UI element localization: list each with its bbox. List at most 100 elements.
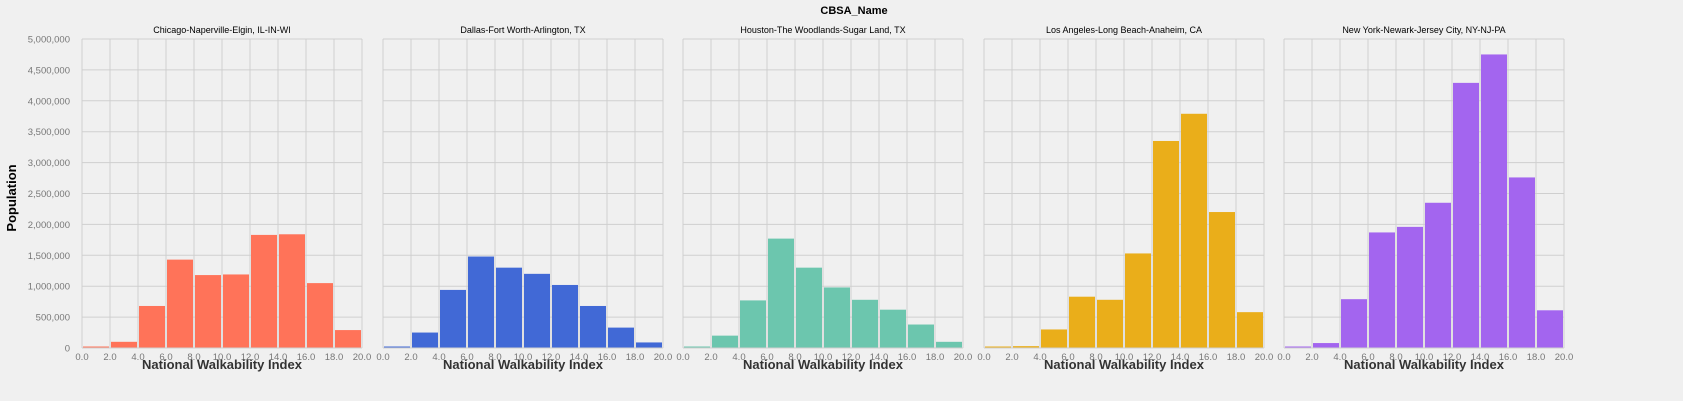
- histogram-bar: [908, 324, 934, 348]
- x-tick-label: 12.0: [1143, 352, 1162, 363]
- x-tick-label: 8.0: [1389, 352, 1402, 363]
- histogram-bar: [524, 273, 550, 348]
- histogram-bar: [1125, 253, 1151, 348]
- x-tick-label: 4.0: [131, 352, 144, 363]
- x-tick-label: 2.0: [404, 352, 417, 363]
- facet-panel: Chicago-Naperville-Elgin, IL-IN-WI 0.0 2.0…: [28, 25, 372, 372]
- histogram-bar: [1013, 346, 1039, 348]
- x-tick-label: 14.0: [870, 352, 889, 363]
- x-tick-label: 20.0: [1555, 352, 1574, 363]
- histogram-bar: [880, 309, 906, 348]
- x-tick-label: 2.0: [704, 352, 717, 363]
- x-tick-label: 0.0: [977, 352, 990, 363]
- x-tick-label: 18.0: [1227, 352, 1246, 363]
- histogram-bar: [824, 287, 850, 348]
- y-axis-title: Population: [4, 164, 19, 231]
- x-tick-label: 6.0: [760, 352, 773, 363]
- facet-panel: New York-Newark-Jersey City, NY-NJ-PA 0.0…: [1277, 25, 1573, 372]
- x-tick-label: 20.0: [1255, 352, 1274, 363]
- x-tick-label: 14.0: [1171, 352, 1190, 363]
- histogram-bar: [251, 234, 277, 348]
- histogram-bar: [1537, 310, 1563, 348]
- x-axis-title: National Walkability Index: [142, 357, 303, 372]
- histogram-bar: [985, 346, 1011, 348]
- histogram-bar: [768, 238, 794, 348]
- y-tick-label: 2,000,000: [28, 220, 70, 231]
- x-tick-label: 4.0: [432, 352, 445, 363]
- histogram-bar: [440, 289, 466, 348]
- x-tick-label: 2.0: [1305, 352, 1318, 363]
- x-tick-label: 16.0: [1199, 352, 1218, 363]
- histogram-bar: [1209, 212, 1235, 348]
- x-tick-label: 0.0: [75, 352, 88, 363]
- x-tick-label: 18.0: [926, 352, 945, 363]
- histogram-bar: [1285, 346, 1311, 348]
- histogram-bar: [384, 346, 410, 348]
- x-tick-label: 2.0: [1005, 352, 1018, 363]
- x-tick-label: 4.0: [1333, 352, 1346, 363]
- x-axis-title: National Walkability Index: [1044, 357, 1205, 372]
- x-tick-label: 8.0: [1089, 352, 1102, 363]
- facet-panels: Chicago-Naperville-Elgin, IL-IN-WI 0.0 2.0…: [28, 25, 1574, 372]
- x-tick-label: 20.0: [353, 352, 372, 363]
- y-tick-label: 2,500,000: [28, 189, 70, 200]
- histogram-bar: [552, 284, 578, 348]
- histogram-bar: [636, 342, 662, 348]
- histogram-bar: [139, 305, 165, 348]
- histogram-bar: [1397, 226, 1423, 348]
- histogram-bar: [83, 346, 109, 348]
- x-tick-label: 14.0: [570, 352, 589, 363]
- y-tick-label: 1,500,000: [28, 251, 70, 262]
- x-tick-label: 12.0: [241, 352, 260, 363]
- x-tick-label: 18.0: [626, 352, 645, 363]
- x-tick-label: 0.0: [676, 352, 689, 363]
- x-tick-label: 16.0: [1499, 352, 1518, 363]
- histogram-bar: [223, 274, 249, 348]
- x-tick-label: 18.0: [1527, 352, 1546, 363]
- x-tick-label: 18.0: [325, 352, 344, 363]
- histogram-bar: [167, 259, 193, 348]
- y-tick-label: 0: [65, 344, 70, 355]
- histogram-bar: [1313, 343, 1339, 348]
- histogram-bar: [1341, 299, 1367, 348]
- x-tick-label: 6.0: [159, 352, 172, 363]
- y-tick-label: 4,500,000: [28, 65, 70, 76]
- histogram-bar: [1509, 177, 1535, 348]
- x-tick-label: 16.0: [598, 352, 617, 363]
- x-tick-label: 12.0: [842, 352, 861, 363]
- x-tick-label: 6.0: [1361, 352, 1374, 363]
- x-tick-label: 20.0: [654, 352, 673, 363]
- x-tick-label: 8.0: [788, 352, 801, 363]
- facet-panel: Dallas-Fort Worth-Arlington, TX 0.0 2.0 4.0…: [376, 25, 672, 372]
- x-tick-label: 8.0: [187, 352, 200, 363]
- y-tick-label: 500,000: [36, 313, 70, 324]
- histogram-bar: [496, 267, 522, 348]
- x-tick-label: 4.0: [732, 352, 745, 363]
- facet-panel: Houston-The Woodlands-Sugar Land, TX 0.0 2…: [676, 25, 972, 372]
- histogram-bar: [580, 305, 606, 348]
- x-axis-title: National Walkability Index: [443, 357, 604, 372]
- x-tick-label: 0.0: [376, 352, 389, 363]
- y-tick-label: 3,500,000: [28, 127, 70, 138]
- histogram-bar: [1041, 329, 1067, 348]
- histogram-bar: [1425, 202, 1451, 348]
- histogram-bar: [412, 332, 438, 348]
- panel-title: New York-Newark-Jersey City, NY-NJ-PA: [1342, 25, 1505, 35]
- x-tick-label: 6.0: [1061, 352, 1074, 363]
- histogram-bar: [936, 341, 962, 348]
- panel-title: Chicago-Naperville-Elgin, IL-IN-WI: [153, 25, 291, 35]
- histogram-bar: [608, 327, 634, 348]
- facet-header-title: CBSA_Name: [820, 5, 887, 17]
- x-tick-label: 12.0: [542, 352, 561, 363]
- histogram-bar: [852, 299, 878, 348]
- panel-title: Los Angeles-Long Beach-Anaheim, CA: [1046, 25, 1202, 35]
- histogram-bar: [712, 335, 738, 348]
- x-tick-label: 12.0: [1443, 352, 1462, 363]
- x-tick-label: 14.0: [269, 352, 288, 363]
- histogram-bar: [279, 234, 305, 348]
- histogram-bar: [468, 256, 494, 348]
- histogram-bar: [1069, 296, 1095, 348]
- x-axis-title: National Walkability Index: [743, 357, 904, 372]
- histogram-bar: [195, 275, 221, 348]
